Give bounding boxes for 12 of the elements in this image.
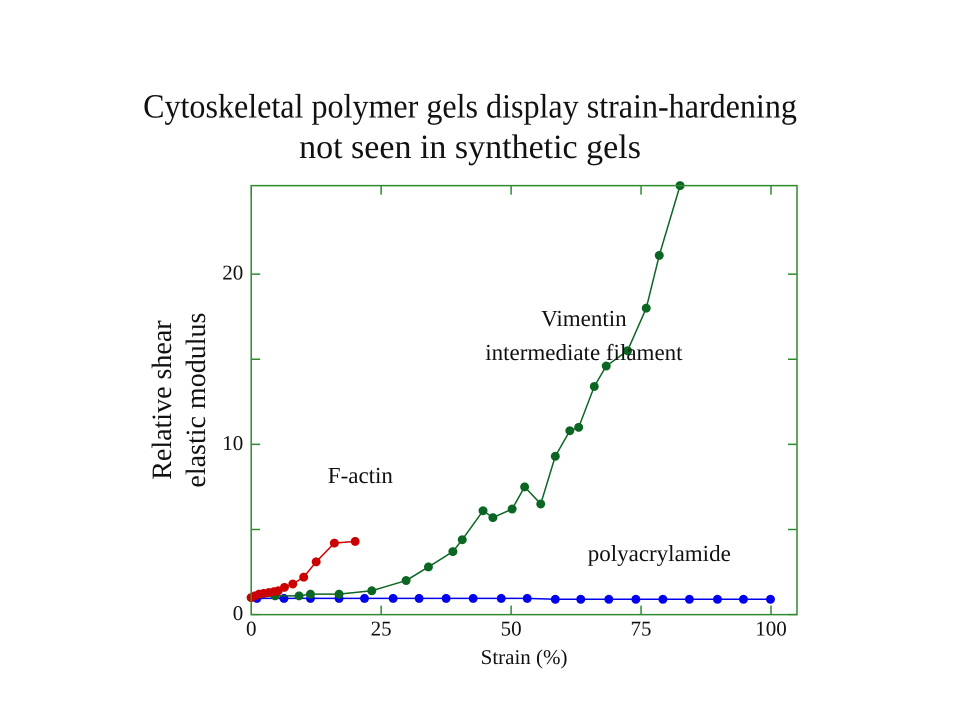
series-label: polyacrylamide: [588, 541, 731, 566]
y-tick-label: 0: [232, 601, 244, 626]
y-tick-label: 20: [222, 260, 244, 285]
x-tick-label: 100: [755, 616, 787, 641]
chart-title: Cytoskeletal polymer gels display strain-hardening not seen in synthetic gels: [143, 88, 797, 166]
x-axis-title: Strain (%): [480, 644, 568, 669]
x-tick-label: 50: [500, 616, 522, 641]
text: F-actin: [328, 462, 394, 488]
x-tick-label: 75: [630, 616, 652, 641]
x-tick-label: 25: [370, 616, 392, 641]
y-tick-label: 10: [222, 430, 244, 455]
y-axis-title: Relative shear elastic modulus: [147, 312, 212, 488]
